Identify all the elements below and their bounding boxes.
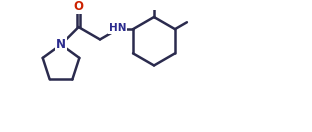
Text: HN: HN: [109, 23, 127, 33]
Text: O: O: [74, 0, 84, 13]
Text: N: N: [56, 38, 66, 51]
